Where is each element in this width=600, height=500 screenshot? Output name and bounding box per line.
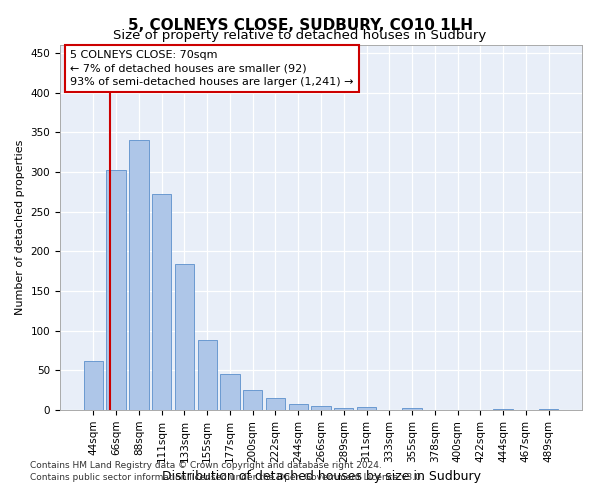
Bar <box>129 140 149 410</box>
Y-axis label: Number of detached properties: Number of detached properties <box>15 140 25 315</box>
Bar <box>220 374 239 410</box>
Bar <box>84 361 103 410</box>
Text: 5, COLNEYS CLOSE, SUDBURY, CO10 1LH: 5, COLNEYS CLOSE, SUDBURY, CO10 1LH <box>128 18 473 32</box>
Bar <box>152 194 172 410</box>
Bar <box>493 409 513 410</box>
Bar <box>334 408 353 410</box>
Bar <box>289 404 308 410</box>
Text: 5 COLNEYS CLOSE: 70sqm
← 7% of detached houses are smaller (92)
93% of semi-deta: 5 COLNEYS CLOSE: 70sqm ← 7% of detached … <box>70 50 354 87</box>
Bar <box>357 407 376 410</box>
Bar <box>539 409 558 410</box>
Bar <box>266 398 285 410</box>
X-axis label: Distribution of detached houses by size in Sudbury: Distribution of detached houses by size … <box>161 470 481 483</box>
Text: Contains HM Land Registry data © Crown copyright and database right 2024.: Contains HM Land Registry data © Crown c… <box>30 460 382 469</box>
Bar <box>311 406 331 410</box>
Text: Size of property relative to detached houses in Sudbury: Size of property relative to detached ho… <box>113 29 487 42</box>
Bar <box>243 390 262 410</box>
Bar <box>197 340 217 410</box>
Bar <box>403 408 422 410</box>
Text: Contains public sector information licensed under the Open Government Licence v3: Contains public sector information licen… <box>30 473 424 482</box>
Bar <box>106 170 126 410</box>
Bar <box>175 264 194 410</box>
